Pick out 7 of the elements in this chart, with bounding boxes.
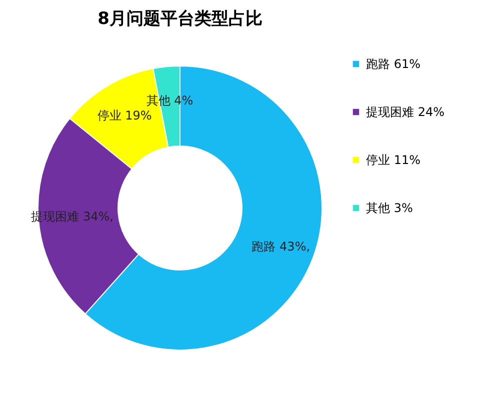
- legend-label: 停业 11%: [366, 153, 420, 167]
- legend-label: 跑路 61%: [366, 57, 420, 71]
- data-label: 停业 19%: [97, 108, 152, 122]
- data-label: 跑路 43%,: [252, 240, 310, 254]
- chart-title: 8月问题平台类型占比: [98, 9, 262, 29]
- legend-label: 提现困难 24%: [366, 105, 444, 119]
- legend-label: 其他 3%: [366, 201, 413, 215]
